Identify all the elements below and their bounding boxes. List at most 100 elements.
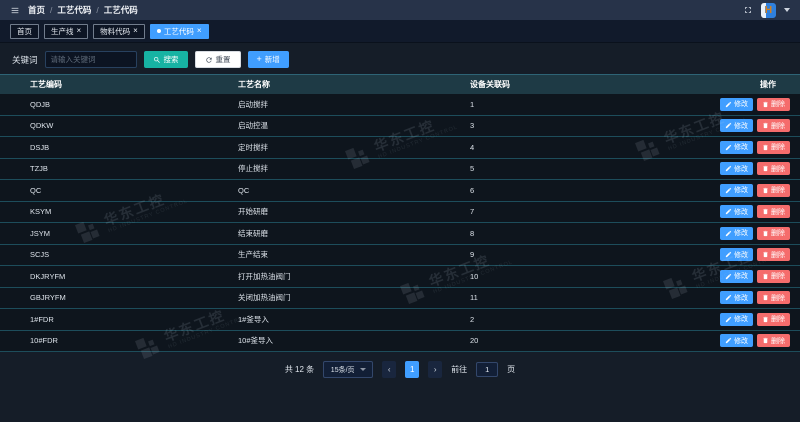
table-row: QC QC 6 修改 删除 bbox=[0, 180, 800, 202]
delete-button[interactable]: 删除 bbox=[757, 226, 790, 240]
edit-icon bbox=[725, 144, 732, 150]
process-name-cell: 10#釜导入 bbox=[238, 336, 274, 346]
delete-button[interactable]: 删除 bbox=[757, 291, 790, 305]
actions-cell: 修改 删除 bbox=[670, 312, 800, 326]
edit-button[interactable]: 修改 bbox=[720, 334, 753, 348]
device-code-cell: 8 bbox=[470, 228, 475, 238]
edit-button[interactable]: 修改 bbox=[720, 162, 753, 176]
delete-icon bbox=[763, 144, 768, 150]
tags-view-bar: 首页 生产线 × 物料代码 × 工艺代码 × bbox=[0, 20, 800, 43]
breadcrumb-item: 工艺代码 bbox=[103, 5, 138, 15]
device-code-cell: 1 bbox=[470, 99, 475, 109]
delete-icon bbox=[763, 338, 768, 344]
device-code-cell: 2 bbox=[470, 314, 475, 324]
edit-button[interactable]: 修改 bbox=[720, 248, 753, 262]
delete-button[interactable]: 删除 bbox=[757, 97, 790, 111]
process-name-cell: 结束研磨 bbox=[238, 228, 268, 238]
process-name-cell: 停止搅拌 bbox=[238, 164, 268, 174]
process-code-cell: DSJB bbox=[30, 142, 50, 152]
process-code-cell: DKJRYFM bbox=[30, 271, 66, 281]
actions-cell: 修改 删除 bbox=[670, 97, 800, 111]
delete-icon bbox=[763, 166, 768, 172]
edit-icon bbox=[725, 209, 732, 215]
prev-page-button[interactable]: ‹ bbox=[382, 361, 397, 378]
tab-close-icon[interactable]: × bbox=[196, 26, 202, 35]
reset-button[interactable]: 重置 bbox=[194, 51, 241, 68]
table-row: 10#FDR 10#釜导入 20 修改 删除 bbox=[0, 330, 800, 352]
table-row: KSYM 开始研磨 7 修改 删除 bbox=[0, 201, 800, 223]
user-avatar[interactable]: H bbox=[761, 2, 776, 18]
edit-icon bbox=[725, 338, 732, 344]
fullscreen-icon[interactable] bbox=[743, 5, 753, 15]
edit-icon bbox=[725, 295, 732, 301]
device-code-cell: 10 bbox=[470, 271, 479, 281]
actions-cell: 修改 删除 bbox=[670, 183, 800, 197]
edit-icon bbox=[725, 316, 732, 322]
edit-icon bbox=[725, 252, 732, 258]
edit-icon bbox=[725, 187, 732, 193]
edit-button[interactable]: 修改 bbox=[720, 291, 753, 305]
device-code-cell: 6 bbox=[470, 185, 475, 195]
add-button[interactable]: + 新增 bbox=[247, 51, 289, 68]
delete-button[interactable]: 删除 bbox=[757, 334, 790, 348]
tab-label: 首页 bbox=[17, 26, 32, 36]
edit-button[interactable]: 修改 bbox=[720, 183, 753, 197]
delete-icon bbox=[763, 252, 768, 258]
breadcrumb-item[interactable]: 首页 bbox=[28, 5, 46, 15]
select-caret-icon bbox=[359, 368, 366, 371]
keyword-input[interactable] bbox=[44, 51, 137, 68]
edit-icon bbox=[725, 101, 732, 107]
tab-item[interactable]: 首页 bbox=[10, 23, 39, 39]
tab-item[interactable]: 物料代码 × bbox=[93, 23, 145, 39]
delete-icon bbox=[763, 273, 768, 279]
search-button[interactable]: 搜索 bbox=[143, 51, 188, 68]
breadcrumb: 首页 / 工艺代码 / 工艺代码 bbox=[28, 4, 138, 16]
next-page-button[interactable]: › bbox=[428, 361, 443, 378]
delete-button[interactable]: 删除 bbox=[757, 140, 790, 154]
edit-icon bbox=[725, 123, 732, 129]
delete-button[interactable]: 删除 bbox=[757, 312, 790, 326]
tab-close-icon[interactable]: × bbox=[76, 26, 82, 35]
delete-button[interactable]: 删除 bbox=[757, 162, 790, 176]
table-row: QDJB 启动搅拌 1 修改 删除 bbox=[0, 94, 800, 116]
edit-button[interactable]: 修改 bbox=[720, 312, 753, 326]
process-name-cell: 定时搅拌 bbox=[238, 142, 268, 152]
delete-icon bbox=[763, 316, 768, 322]
hamburger-menu-icon[interactable] bbox=[10, 6, 20, 15]
delete-button[interactable]: 删除 bbox=[757, 248, 790, 262]
user-menu-caret-icon[interactable] bbox=[784, 8, 790, 12]
edit-button[interactable]: 修改 bbox=[720, 226, 753, 240]
actions-cell: 修改 删除 bbox=[670, 119, 800, 133]
edit-button[interactable]: 修改 bbox=[720, 97, 753, 111]
delete-button[interactable]: 删除 bbox=[757, 205, 790, 219]
table-row: QDKW 启动控温 3 修改 删除 bbox=[0, 115, 800, 137]
edit-button[interactable]: 修改 bbox=[720, 205, 753, 219]
col-header-process-name: 工艺名称 bbox=[238, 80, 270, 89]
edit-button[interactable]: 修改 bbox=[720, 140, 753, 154]
breadcrumb-separator: / bbox=[50, 5, 53, 15]
goto-page-input[interactable] bbox=[476, 362, 499, 377]
page-size-select[interactable]: 15条/页 bbox=[323, 361, 374, 378]
process-name-cell: 启动控温 bbox=[238, 121, 268, 131]
delete-icon bbox=[763, 230, 768, 236]
delete-button[interactable]: 删除 bbox=[757, 269, 790, 283]
edit-button[interactable]: 修改 bbox=[720, 119, 753, 133]
tab-close-icon[interactable]: × bbox=[133, 26, 138, 35]
device-code-cell: 20 bbox=[470, 336, 479, 346]
col-header-device-code: 设备关联码 bbox=[470, 80, 510, 89]
actions-cell: 修改 删除 bbox=[670, 291, 800, 305]
process-code-cell: TZJB bbox=[30, 164, 48, 174]
process-code-cell: 1#FDR bbox=[30, 314, 54, 324]
delete-icon bbox=[763, 101, 768, 107]
edit-button[interactable]: 修改 bbox=[720, 269, 753, 283]
delete-button[interactable]: 删除 bbox=[757, 119, 790, 133]
table-row: JSYM 结束研磨 8 修改 删除 bbox=[0, 223, 800, 245]
delete-icon bbox=[763, 187, 768, 193]
device-code-cell: 3 bbox=[470, 121, 475, 131]
tab-item[interactable]: 生产线 × bbox=[44, 23, 89, 39]
current-page-button[interactable]: 1 bbox=[405, 361, 420, 378]
col-header-process-code: 工艺编码 bbox=[30, 80, 62, 89]
tab-active[interactable]: 工艺代码 × bbox=[149, 23, 209, 39]
breadcrumb-item[interactable]: 工艺代码 bbox=[57, 5, 92, 15]
delete-button[interactable]: 删除 bbox=[757, 183, 790, 197]
